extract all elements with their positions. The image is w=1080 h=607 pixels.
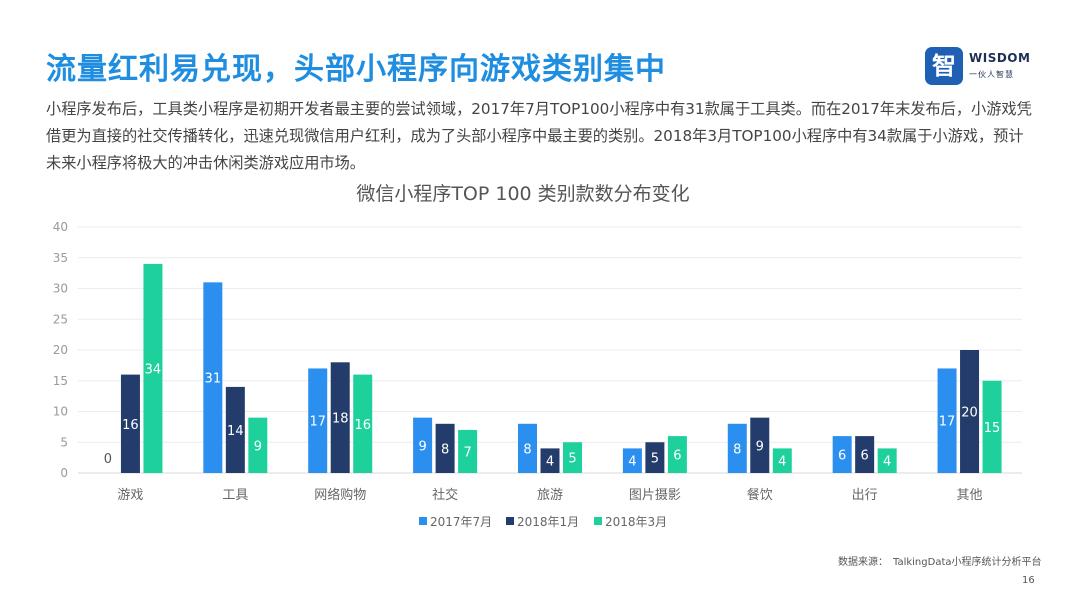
logo-subtitle: 一伙人智慧 (969, 70, 1014, 79)
bar-value-label: 20 (961, 406, 978, 421)
x-category-label: 图片摄影 (629, 488, 681, 503)
bar-value-label: 6 (673, 449, 681, 464)
bar-value-label: 9 (254, 439, 262, 454)
chart-legend: 2017年7月 2018年1月 2018年3月 (419, 515, 667, 529)
legend-label: 2017年7月 (430, 515, 492, 529)
x-category-label: 游戏 (117, 488, 143, 503)
bar-value-label: 14 (227, 424, 244, 439)
bar-value-label: 8 (733, 442, 741, 457)
bar (563, 442, 582, 473)
bar (458, 429, 478, 473)
bar (225, 386, 245, 473)
bar-value-label: 8 (523, 442, 531, 457)
bar (750, 417, 770, 473)
description-text: 小程序发布后，工具类小程序是初期开发者最主要的尝试领域，2017年7月TOP10… (46, 100, 1032, 172)
bar (727, 423, 747, 473)
y-tick-label: 20 (53, 343, 68, 357)
legend-swatch (419, 517, 427, 525)
bar-value-label: 4 (883, 455, 891, 470)
bar-value-label: 9 (418, 439, 426, 454)
bar (203, 282, 223, 473)
bar-value-label: 4 (546, 455, 554, 470)
bar (330, 362, 350, 473)
y-tick-label: 35 (53, 251, 68, 265)
bar (855, 436, 875, 473)
bar (832, 436, 852, 473)
x-category-label: 其他 (957, 488, 983, 503)
bar-value-label: 0 (104, 452, 112, 467)
bar-value-label: 6 (838, 449, 846, 464)
bar (667, 436, 687, 473)
y-axis-ticks: 0 5 10 15 20 25 30 35 40 (53, 220, 68, 480)
legend-swatch (594, 517, 602, 525)
bar (982, 380, 1002, 473)
logo-wordmark: WISDOM (969, 51, 1031, 65)
y-tick-label: 25 (53, 312, 68, 326)
bar-value-label: 17 (939, 415, 956, 430)
bar (120, 374, 140, 473)
bar (960, 350, 980, 473)
bar-value-label: 5 (568, 452, 576, 467)
bar (413, 417, 433, 473)
bar-value-label: 4 (628, 455, 636, 470)
x-category-label: 社交 (432, 487, 458, 503)
bar (518, 423, 537, 473)
bar-value-label: 7 (463, 445, 471, 460)
bar (308, 368, 328, 473)
bar-value-label: 18 (332, 412, 349, 427)
logo-mark-icon: 智 (925, 47, 963, 85)
x-category-label: 旅游 (537, 488, 563, 503)
y-tick-label: 40 (53, 220, 68, 234)
bar-value-label: 17 (309, 415, 326, 430)
bar (143, 263, 163, 473)
legend-label: 2018年1月 (517, 515, 579, 529)
bar-value-label: 5 (651, 452, 659, 467)
bar (540, 448, 560, 473)
y-tick-label: 0 (60, 466, 68, 480)
bar-value-label: 15 (984, 421, 1001, 436)
wisdom-logo: 智 WISDOM 一伙人智慧 (925, 47, 1035, 87)
chart-title: 微信小程序TOP 100 类别款数分布变化 (356, 183, 689, 205)
legend-swatch (506, 517, 514, 525)
bar (248, 417, 268, 473)
bar (937, 368, 957, 473)
y-tick-label: 5 (60, 435, 68, 449)
bar (435, 423, 455, 473)
bar (622, 448, 642, 473)
x-category-label: 出行 (852, 488, 878, 503)
bar-value-label: 16 (122, 418, 139, 433)
bar-value-label: 9 (756, 439, 764, 454)
bar-value-label: 34 (145, 362, 162, 377)
bar-value-label: 8 (441, 442, 449, 457)
x-axis-labels: 游戏 工具 网络购物 社交 旅游 图片摄影 餐饮 出行 其他 (117, 487, 982, 503)
bar-value-label: 6 (861, 449, 869, 464)
bar (645, 442, 665, 473)
bar (877, 448, 897, 473)
bar (772, 448, 792, 473)
y-tick-label: 30 (53, 282, 68, 296)
y-tick-label: 10 (53, 405, 68, 419)
y-tick-label: 15 (53, 374, 68, 388)
x-category-label: 工具 (222, 488, 248, 503)
x-category-label: 餐饮 (747, 487, 773, 503)
bar-value-label: 31 (205, 372, 222, 387)
bar-value-label: 16 (354, 418, 371, 433)
bar (353, 374, 373, 473)
page-number: 16 (1022, 575, 1035, 586)
bar-value-label: 4 (778, 455, 786, 470)
page-title: 流量红利易兑现，头部小程序向游戏类别集中 (46, 52, 666, 87)
x-category-label: 网络购物 (314, 487, 366, 503)
legend-label: 2018年3月 (605, 515, 667, 529)
data-source-note: 数据来源： TalkingData小程序统计分析平台 (838, 557, 1042, 568)
